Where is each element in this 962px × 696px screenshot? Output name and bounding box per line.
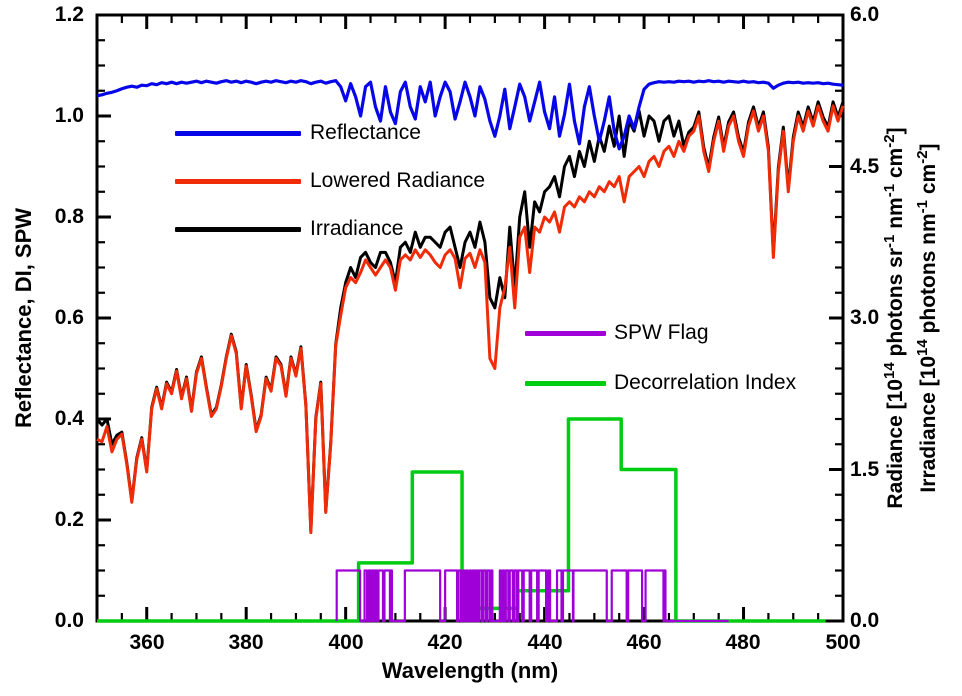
left-tick-0.2: 0.2 [54, 508, 84, 531]
legend-label-irradiance: Irradiance [310, 217, 404, 240]
legend-label-reflectance: Reflectance [310, 121, 421, 144]
left-tick-0.8: 0.8 [54, 205, 84, 228]
legend-label-spw-flag: SPW Flag [614, 321, 709, 344]
x-tick-360: 360 [129, 631, 165, 654]
right-tick-1.5: 1.5 [850, 458, 880, 481]
left-tick-0.4: 0.4 [54, 407, 84, 430]
right-axis-title-radiance: Radiance [1014 photons sr-1 nm-1 cm-2] [881, 127, 907, 509]
spw-flag-legend-line [525, 331, 606, 336]
left-tick-0.6: 0.6 [54, 306, 84, 329]
right-tick-4.5: 4.5 [850, 155, 880, 178]
right-tick-3.0: 3.0 [850, 306, 880, 329]
legend-label-decorrelation-index: Decorrelation Index [614, 371, 797, 394]
x-tick-440: 440 [527, 631, 563, 654]
left-axis-title: Reflectance, DI, SPW [11, 207, 36, 429]
irradiance-legend-line [175, 227, 301, 232]
left-tick-1.0: 1.0 [54, 104, 84, 127]
x-tick-460: 460 [626, 631, 662, 654]
x-tick-500: 500 [825, 631, 861, 654]
right-axis-title: Radiance [1014 photons sr-1 nm-1 cm-2] I… [880, 127, 946, 508]
legend-label-lowered-radiance: Lowered Radiance [310, 169, 486, 192]
x-tick-480: 480 [725, 631, 761, 654]
right-tick-6.0: 6.0 [850, 3, 880, 26]
reflectance-legend-line [175, 131, 301, 136]
decorrelation-index-legend-line [525, 381, 606, 386]
x-axis-title: Wavelength (nm) [381, 658, 559, 683]
x-tick-400: 400 [328, 631, 364, 654]
left-tick-1.2: 1.2 [54, 3, 84, 26]
x-tick-420: 420 [427, 631, 463, 654]
right-tick-0.0: 0.0 [850, 609, 880, 632]
left-tick-0.0: 0.0 [54, 609, 84, 632]
lowered-radiance-legend-line [175, 179, 301, 184]
x-tick-380: 380 [228, 631, 264, 654]
right-axis-title-irradiance: Irradiance [1014 photons nm-1 cm-2] [914, 143, 940, 493]
